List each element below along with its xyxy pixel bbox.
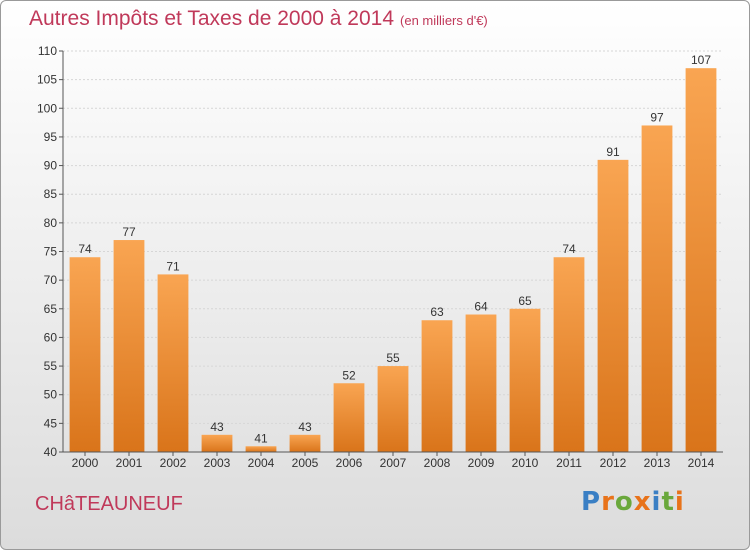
x-tick-label: 2010 xyxy=(512,456,539,470)
bars: 74 77 71 43 41 43 52 55 63 64 65 74 91 97 107 xyxy=(69,53,717,453)
logo-letter: r xyxy=(601,487,615,517)
x-tick-label: 2007 xyxy=(380,456,407,470)
x-tick-label: 2011 xyxy=(556,456,582,470)
y-tick-label: 105 xyxy=(37,73,57,87)
y-tick-label: 45 xyxy=(44,416,58,430)
bar xyxy=(553,257,585,452)
logo-letter: t xyxy=(661,487,675,517)
value-label: 97 xyxy=(650,110,664,124)
bar xyxy=(289,434,321,452)
logo-letter: o xyxy=(614,487,634,517)
value-label: 77 xyxy=(122,225,136,239)
y-tick-label: 90 xyxy=(44,159,58,173)
x-tick-label: 2008 xyxy=(424,456,451,470)
x-axis: 2000 2001 2002 2003 2004 2005 2006 2007 2008 2009… xyxy=(63,451,723,470)
bar xyxy=(421,320,453,452)
bar xyxy=(597,159,629,453)
bar xyxy=(113,240,145,452)
x-tick-label: 2006 xyxy=(336,456,363,470)
bar xyxy=(685,68,717,452)
y-tick-label: 75 xyxy=(44,245,58,259)
value-label: 71 xyxy=(166,259,180,273)
y-tick-label: 95 xyxy=(44,130,58,144)
value-label: 52 xyxy=(342,368,356,382)
value-label: 107 xyxy=(691,53,711,67)
bar xyxy=(69,257,101,452)
x-tick-label: 2012 xyxy=(600,456,627,470)
logo-letter: i xyxy=(651,487,662,517)
x-tick-label: 2005 xyxy=(292,456,319,470)
x-tick-label: 2001 xyxy=(116,456,143,470)
x-tick-label: 2000 xyxy=(72,456,99,470)
proxiti-logo: Proxiti xyxy=(581,487,685,517)
y-tick-label: 100 xyxy=(37,101,57,115)
value-label: 43 xyxy=(298,420,312,434)
value-label: 91 xyxy=(606,145,620,159)
bar xyxy=(509,308,541,452)
chart-title-text: Autres Impôts et Taxes de 2000 à 2014 xyxy=(29,7,395,30)
bar xyxy=(157,274,189,452)
bar xyxy=(641,125,673,452)
x-tick-label: 2002 xyxy=(160,456,187,470)
y-tick-label: 65 xyxy=(44,302,58,316)
value-label: 55 xyxy=(386,351,400,365)
bar xyxy=(465,314,497,452)
y-tick-label: 70 xyxy=(44,273,58,287)
chart-title: Autres Impôts et Taxes de 2000 à 2014 (en… xyxy=(29,7,488,31)
bar xyxy=(245,446,277,452)
y-tick-label: 85 xyxy=(44,187,58,201)
value-label: 74 xyxy=(78,242,92,256)
value-label: 64 xyxy=(474,300,488,314)
value-label: 41 xyxy=(254,431,268,445)
y-tick-label: 60 xyxy=(44,330,58,344)
y-tick-label: 80 xyxy=(44,216,58,230)
x-tick-label: 2009 xyxy=(468,456,495,470)
value-label: 43 xyxy=(210,420,224,434)
location-label: CHâTEAUNEUF xyxy=(35,493,183,515)
y-axis: 40 45 50 55 60 65 70 75 80 85 90 95 100 105 110 xyxy=(37,44,64,459)
bar xyxy=(201,434,233,452)
value-label: 63 xyxy=(430,305,444,319)
x-tick-label: 2014 xyxy=(688,456,715,470)
x-tick-label: 2013 xyxy=(644,456,671,470)
y-tick-label: 55 xyxy=(44,359,58,373)
x-tick-label: 2004 xyxy=(248,456,275,470)
x-tick-label: 2003 xyxy=(204,456,231,470)
y-tick-label: 110 xyxy=(38,44,57,58)
chart-unit: (en milliers d'€) xyxy=(400,13,488,28)
bar xyxy=(333,383,365,452)
bar xyxy=(377,366,409,452)
logo-letter: P xyxy=(581,487,602,517)
logo-letter: x xyxy=(633,487,652,517)
y-tick-label: 40 xyxy=(44,445,58,459)
value-label: 65 xyxy=(518,294,532,308)
value-label: 74 xyxy=(562,242,576,256)
y-tick-label: 50 xyxy=(44,388,58,402)
logo-letter: i xyxy=(674,487,685,517)
